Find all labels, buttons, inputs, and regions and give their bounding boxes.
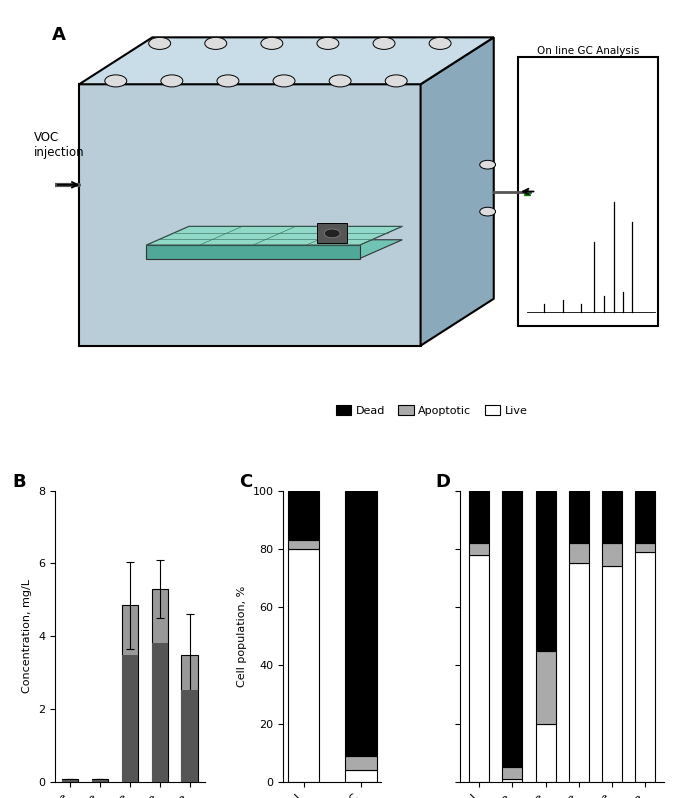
Circle shape [105,75,127,87]
Bar [182,654,198,782]
Bar [602,567,622,782]
Bar [602,491,622,543]
Legend: Dead, Apoptotic, Live: Dead, Apoptotic, Live [331,401,532,421]
Circle shape [373,38,395,49]
Text: VOC
injection: VOC injection [34,131,84,159]
Bar [92,780,108,782]
Bar [288,549,319,782]
Circle shape [479,160,495,169]
Bar [536,491,556,651]
Bar [635,543,655,552]
Bar [345,491,377,756]
Bar [288,540,319,549]
Bar [182,690,198,782]
Circle shape [149,38,171,49]
Polygon shape [147,245,360,259]
Bar [569,543,588,563]
Bar [151,643,168,782]
Bar [536,651,556,724]
Bar [469,555,489,782]
Bar [62,780,78,782]
Circle shape [217,75,239,87]
Bar [602,543,622,567]
Bar [151,589,168,782]
Polygon shape [95,91,414,338]
Circle shape [429,38,451,49]
Polygon shape [147,227,402,245]
Circle shape [161,75,183,87]
Bar [536,724,556,782]
Circle shape [479,207,495,216]
Bar [288,491,319,540]
Bar [569,563,588,782]
Y-axis label: Cell population, %: Cell population, % [237,586,247,687]
FancyBboxPatch shape [518,57,658,326]
Bar [62,780,78,782]
Polygon shape [147,239,402,259]
Y-axis label: Concentration, mg/L: Concentration, mg/L [23,579,32,693]
Circle shape [261,38,283,49]
Bar [121,655,138,782]
Bar [635,552,655,782]
Bar [469,491,489,543]
Text: A: A [52,26,66,44]
Bar [345,756,377,770]
Circle shape [273,75,295,87]
Bar [569,491,588,543]
Bar [635,491,655,543]
Polygon shape [79,38,494,85]
Text: C: C [239,473,252,491]
Circle shape [317,38,339,49]
Bar [345,770,377,782]
Bar [121,606,138,782]
Bar [469,543,489,555]
Text: On line GC Analysis: On line GC Analysis [537,45,639,56]
Bar [502,491,523,768]
Circle shape [329,75,351,87]
Text: D: D [436,473,450,491]
Circle shape [385,75,407,87]
Bar [317,223,347,243]
Polygon shape [79,85,421,346]
Bar [92,780,108,782]
Polygon shape [421,38,494,346]
Bar [502,768,523,779]
Bar [502,779,523,782]
Circle shape [324,229,340,238]
Text: B: B [13,473,27,491]
Circle shape [205,38,227,49]
